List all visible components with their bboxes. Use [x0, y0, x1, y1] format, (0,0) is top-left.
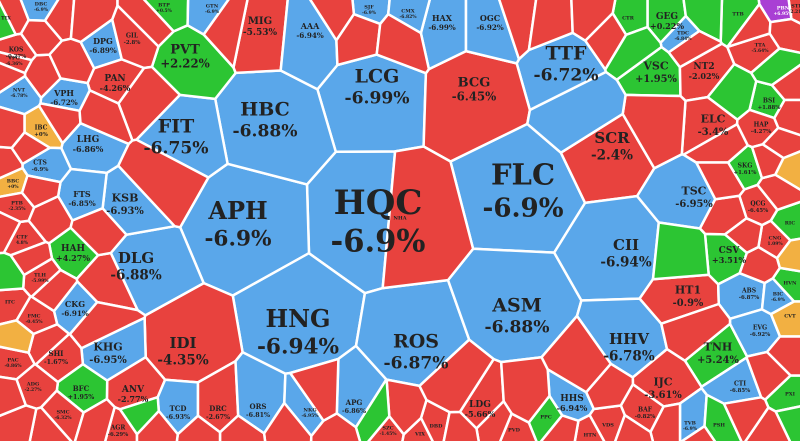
filler-cell-79[interactable] [723, 217, 764, 255]
filler-cell-39[interactable] [475, 400, 513, 441]
stock-cell-cvt[interactable] [769, 300, 800, 338]
filler-cell-32[interactable] [722, 396, 770, 441]
filler-cell-45[interactable] [218, 414, 267, 441]
filler-cell-77[interactable] [540, 314, 613, 394]
filler-cell-44[interactable] [262, 401, 313, 441]
filler-cell-54[interactable] [0, 319, 35, 354]
filler-cell-84[interactable] [667, 29, 724, 69]
filler-cell-81[interactable] [750, 143, 785, 180]
filler-cell-33[interactable] [679, 424, 717, 441]
filler-cell-71[interactable] [117, 138, 210, 229]
filler-cell-56[interactable] [30, 268, 79, 313]
filler-cell-68[interactable] [48, 37, 96, 85]
filler-cell-35[interactable] [614, 413, 655, 441]
filler-cell-46[interactable] [175, 414, 222, 441]
filler-cell-80[interactable] [695, 161, 746, 201]
filler-cell-38[interactable] [499, 355, 551, 424]
filler-cell-73[interactable] [69, 207, 128, 257]
filler-cell-30[interactable] [774, 405, 800, 441]
filler-cell-48[interactable] [118, 395, 161, 436]
filler-cell-57[interactable] [9, 240, 54, 277]
filler-cell-66[interactable] [0, 61, 27, 94]
filler-cell-42[interactable] [354, 378, 391, 441]
filler-cell-34[interactable] [649, 402, 682, 441]
filler-cell-18[interactable] [706, 62, 758, 121]
filler-cell-7[interactable] [375, 12, 431, 75]
stock-cell-ogc[interactable] [464, 0, 521, 65]
filler-cell-78[interactable] [651, 221, 710, 281]
filler-cell-60[interactable] [20, 174, 62, 209]
filler-cell-64[interactable] [0, 105, 26, 150]
filler-cell-76[interactable] [418, 338, 495, 414]
filler-cell-52[interactable] [0, 375, 28, 417]
filler-cell-19[interactable] [773, 98, 800, 137]
filler-cell-83[interactable] [526, 70, 627, 154]
filler-cell-27[interactable] [660, 302, 732, 362]
filler-cell-75[interactable] [288, 357, 340, 422]
filler-cell-37[interactable] [539, 414, 580, 441]
filler-cell-74[interactable] [68, 300, 147, 350]
filler-cell-4[interactable] [202, 0, 249, 69]
stock-cell-nha[interactable] [381, 145, 475, 290]
filler-cell-3[interactable] [116, 0, 175, 48]
filler-cell-49[interactable] [73, 397, 116, 441]
filler-cell-58[interactable] [0, 210, 22, 255]
